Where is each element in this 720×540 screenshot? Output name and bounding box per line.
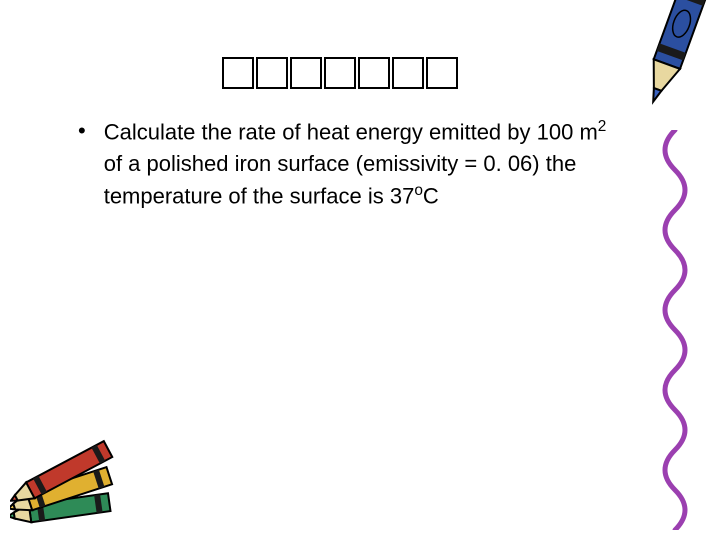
crayons-icon: [10, 430, 140, 530]
squiggle-decoration: [650, 130, 700, 530]
crayon-icon: [632, 0, 712, 120]
slide: • Calculate the rate of heat energy emit…: [0, 0, 720, 540]
title-placeholder-box: [256, 57, 288, 89]
bullet-marker: •: [78, 116, 86, 147]
title-placeholder-box: [392, 57, 424, 89]
title-placeholder-box: [358, 57, 390, 89]
title-placeholder-box: [426, 57, 458, 89]
bullet-text: Calculate the rate of heat energy emitte…: [104, 116, 620, 212]
title-placeholder-box: [222, 57, 254, 89]
slide-title: [60, 50, 620, 92]
bullet-item: • Calculate the rate of heat energy emit…: [60, 116, 620, 212]
title-placeholder-box: [290, 57, 322, 89]
title-placeholder-box: [324, 57, 356, 89]
